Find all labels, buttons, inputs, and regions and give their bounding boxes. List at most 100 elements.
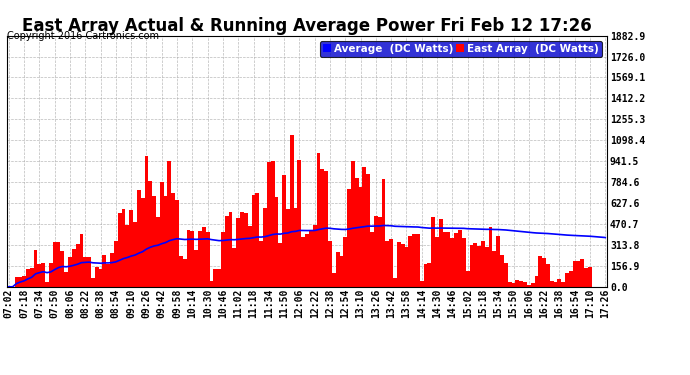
Bar <box>286 210 290 287</box>
Bar <box>435 237 439 287</box>
Bar <box>351 161 355 287</box>
Bar <box>141 198 144 287</box>
Bar <box>588 267 592 287</box>
Bar <box>45 282 49 287</box>
Bar <box>294 207 297 287</box>
Bar <box>393 279 397 287</box>
Bar <box>302 237 305 287</box>
Bar <box>370 232 374 287</box>
Bar <box>110 254 114 287</box>
Bar <box>228 212 233 287</box>
Bar <box>34 249 37 287</box>
Bar <box>121 209 126 287</box>
Bar <box>26 269 30 287</box>
Bar <box>160 182 164 287</box>
Bar <box>550 281 553 287</box>
Bar <box>14 277 19 287</box>
Bar <box>41 263 45 287</box>
Bar <box>236 218 240 287</box>
Bar <box>202 227 206 287</box>
Bar <box>91 278 95 287</box>
Bar <box>496 236 500 287</box>
Bar <box>389 238 393 287</box>
Bar <box>569 271 573 287</box>
Bar <box>217 269 221 287</box>
Bar <box>126 225 129 287</box>
Bar <box>485 248 489 287</box>
Bar <box>179 256 183 287</box>
Bar <box>183 258 186 287</box>
Bar <box>37 264 41 287</box>
Bar <box>305 234 309 287</box>
Bar <box>443 232 446 287</box>
Bar <box>412 234 416 287</box>
Bar <box>206 232 210 287</box>
Bar <box>309 230 313 287</box>
Bar <box>553 282 558 287</box>
Bar <box>535 276 538 287</box>
Bar <box>49 263 52 287</box>
Bar <box>317 153 320 287</box>
Bar <box>446 232 451 287</box>
Bar <box>270 161 275 287</box>
Bar <box>244 213 248 287</box>
Bar <box>339 256 344 287</box>
Text: Copyright 2016 Cartronics.com: Copyright 2016 Cartronics.com <box>7 32 159 41</box>
Bar <box>57 242 61 287</box>
Bar <box>584 268 588 287</box>
Bar <box>168 161 171 287</box>
Bar <box>420 281 424 287</box>
Bar <box>454 233 458 287</box>
Bar <box>221 232 225 287</box>
Bar <box>359 187 362 287</box>
Title: East Array Actual & Running Average Power Fri Feb 12 17:26: East Array Actual & Running Average Powe… <box>22 18 592 36</box>
Bar <box>52 242 57 287</box>
Bar <box>336 252 339 287</box>
Bar <box>30 268 34 287</box>
Bar <box>378 217 382 287</box>
Bar <box>148 181 152 287</box>
Bar <box>466 272 470 287</box>
Bar <box>531 284 535 287</box>
Bar <box>577 261 580 287</box>
Bar <box>137 190 141 287</box>
Bar <box>439 219 443 287</box>
Bar <box>328 241 332 287</box>
Bar <box>374 216 378 287</box>
Bar <box>190 231 195 287</box>
Bar <box>416 234 420 287</box>
Bar <box>99 269 103 287</box>
Bar <box>22 276 26 287</box>
Bar <box>225 216 228 287</box>
Bar <box>366 174 370 287</box>
Bar <box>129 210 133 287</box>
Bar <box>382 178 386 287</box>
Bar <box>87 256 91 287</box>
Bar <box>198 231 202 287</box>
Bar <box>320 170 324 287</box>
Bar <box>527 285 531 287</box>
Bar <box>252 195 255 287</box>
Bar <box>462 238 466 287</box>
Bar <box>538 256 542 287</box>
Bar <box>558 279 562 287</box>
Bar <box>397 242 401 287</box>
Bar <box>259 241 263 287</box>
Bar <box>511 283 515 287</box>
Bar <box>233 248 236 287</box>
Bar <box>297 160 302 287</box>
Bar <box>431 217 435 287</box>
Bar <box>175 200 179 287</box>
Bar <box>248 226 252 287</box>
Bar <box>458 230 462 287</box>
Bar <box>542 258 546 287</box>
Bar <box>290 135 294 287</box>
Bar <box>282 175 286 287</box>
Bar <box>103 255 106 287</box>
Bar <box>118 213 121 287</box>
Bar <box>171 193 175 287</box>
Bar <box>523 282 527 287</box>
Bar <box>408 236 412 287</box>
Bar <box>520 281 523 287</box>
Bar <box>64 272 68 287</box>
